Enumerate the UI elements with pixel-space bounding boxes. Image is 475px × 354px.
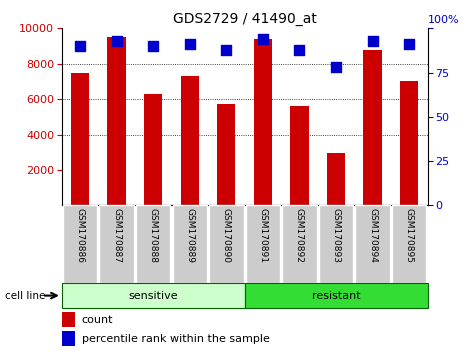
Point xyxy=(113,38,121,44)
Point xyxy=(149,43,157,49)
Bar xyxy=(282,205,317,283)
Bar xyxy=(62,283,245,308)
Text: cell line: cell line xyxy=(5,291,45,301)
Bar xyxy=(180,76,199,205)
Text: resistant: resistant xyxy=(312,291,361,301)
Text: GSM170887: GSM170887 xyxy=(112,208,121,263)
Bar xyxy=(99,205,134,283)
Title: GDS2729 / 41490_at: GDS2729 / 41490_at xyxy=(173,12,316,26)
Bar xyxy=(71,73,89,205)
Bar xyxy=(254,39,272,205)
Text: percentile rank within the sample: percentile rank within the sample xyxy=(82,334,270,344)
Point xyxy=(405,41,413,47)
Bar xyxy=(245,283,428,308)
Point xyxy=(332,64,340,70)
Bar xyxy=(290,106,309,205)
Text: sensitive: sensitive xyxy=(128,291,178,301)
Bar xyxy=(246,205,280,283)
Bar xyxy=(363,50,382,205)
Text: GSM170891: GSM170891 xyxy=(258,208,267,263)
Text: GSM170895: GSM170895 xyxy=(405,208,414,263)
Bar xyxy=(144,94,162,205)
Bar xyxy=(392,205,427,283)
Bar xyxy=(136,205,171,283)
Text: GSM170894: GSM170894 xyxy=(368,208,377,263)
Bar xyxy=(209,205,244,283)
Text: GSM170889: GSM170889 xyxy=(185,208,194,263)
Bar xyxy=(172,205,207,283)
Point xyxy=(259,36,267,42)
Text: GSM170893: GSM170893 xyxy=(332,208,341,263)
Point xyxy=(76,43,84,49)
Point xyxy=(295,47,304,52)
Bar xyxy=(355,205,390,283)
Bar xyxy=(62,331,75,346)
Point xyxy=(222,47,230,52)
Text: GSM170890: GSM170890 xyxy=(222,208,231,263)
Bar xyxy=(63,205,97,283)
Text: GSM170886: GSM170886 xyxy=(76,208,85,263)
Point xyxy=(369,38,377,44)
Bar xyxy=(400,81,418,205)
Bar xyxy=(327,153,345,205)
Text: count: count xyxy=(82,315,114,325)
Text: 100%: 100% xyxy=(428,15,459,25)
Bar xyxy=(62,312,75,327)
Point xyxy=(186,41,194,47)
Bar xyxy=(217,104,236,205)
Bar xyxy=(107,37,126,205)
Text: GSM170888: GSM170888 xyxy=(149,208,158,263)
Text: GSM170892: GSM170892 xyxy=(295,208,304,263)
Bar xyxy=(319,205,353,283)
